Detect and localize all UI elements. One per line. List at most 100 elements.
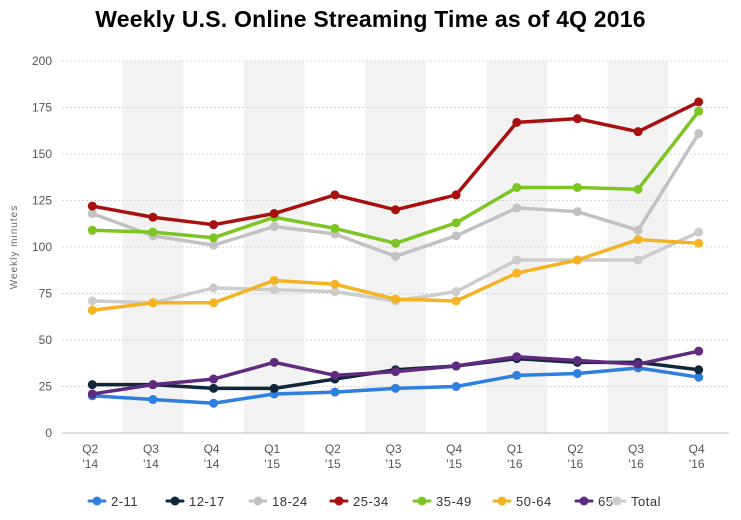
data-point [633, 255, 643, 265]
data-point [269, 383, 279, 393]
series-35-49 [87, 106, 704, 248]
data-point [209, 383, 219, 393]
data-point [694, 365, 704, 375]
data-point [633, 359, 643, 369]
data-point [451, 382, 461, 391]
data-point [87, 201, 97, 211]
x-tick-label: '14 [204, 457, 220, 471]
legend-swatch-marker [334, 496, 344, 506]
legend-swatch-marker [612, 496, 622, 506]
legend-swatch-marker [417, 496, 427, 506]
data-point [330, 279, 340, 289]
x-tick-label: Q3 [143, 442, 159, 456]
x-tick-label: Q3 [385, 442, 401, 456]
data-point [451, 218, 461, 228]
data-point [633, 184, 643, 194]
data-point [694, 372, 704, 382]
data-point [269, 357, 279, 367]
data-point [572, 114, 582, 124]
x-tick-label: '15 [325, 457, 341, 471]
legend-label: 18-24 [272, 494, 308, 509]
data-point [391, 294, 400, 304]
legend-item: 50-64 [492, 494, 552, 509]
legend-item: 18-24 [248, 494, 308, 509]
y-tick-label: 75 [39, 287, 53, 301]
data-point [572, 355, 582, 365]
data-point [209, 220, 219, 230]
y-tick-label: 175 [32, 101, 52, 115]
data-point [330, 190, 340, 200]
legend-item: 35-49 [412, 494, 472, 509]
legend-item: 25-34 [329, 494, 388, 509]
data-point [269, 222, 279, 232]
data-point [633, 235, 643, 245]
data-point [209, 233, 219, 243]
data-point [269, 209, 279, 219]
series-65- [87, 346, 704, 399]
x-tick-label: '15 [264, 457, 280, 471]
data-point [512, 370, 522, 380]
data-point [694, 97, 704, 107]
x-tick-label: '14 [143, 457, 159, 471]
data-point [209, 240, 219, 250]
data-point [694, 227, 704, 237]
data-point [87, 225, 97, 235]
data-point [391, 251, 400, 261]
x-tick-label: Q4 [446, 442, 462, 456]
x-tick-label: '14 [82, 457, 98, 471]
column-band [122, 61, 184, 433]
data-point [87, 296, 97, 306]
data-point [330, 370, 340, 380]
y-tick-label: 0 [45, 426, 52, 440]
x-tick-label: Q2 [82, 442, 98, 456]
y-tick-label: 50 [39, 333, 53, 347]
y-tick-label: 150 [32, 147, 52, 161]
data-point [694, 129, 704, 139]
x-tick-label: '16 [628, 457, 644, 471]
data-point [451, 296, 461, 306]
data-point [694, 106, 704, 116]
data-point [451, 361, 461, 371]
data-point [148, 380, 158, 390]
data-point [148, 227, 158, 237]
data-point [633, 127, 643, 137]
data-point [451, 190, 461, 200]
series-25-34 [87, 97, 704, 230]
legend-label: 35-49 [436, 494, 472, 509]
data-point [512, 203, 522, 213]
data-point [512, 117, 522, 127]
x-tick-label: '16 [507, 457, 523, 471]
data-point [330, 387, 340, 397]
data-point [209, 283, 219, 293]
y-tick-label: 25 [39, 380, 53, 394]
data-point [148, 298, 158, 308]
data-point [512, 352, 522, 362]
data-point [148, 395, 158, 405]
data-point [512, 268, 522, 278]
data-point [148, 212, 158, 222]
data-point [330, 287, 340, 297]
legend-item: 12-17 [165, 494, 224, 509]
data-point [572, 207, 582, 217]
x-tick-label: '15 [386, 457, 402, 471]
x-tick-label: Q3 [628, 442, 644, 456]
data-point [209, 398, 219, 408]
data-point [451, 231, 461, 241]
legend-swatch-marker [497, 496, 507, 506]
legend-item: Total [607, 494, 660, 509]
data-point [512, 182, 522, 192]
x-tick-label: '16 [568, 457, 584, 471]
data-point [572, 368, 582, 378]
series-50-64 [87, 235, 704, 315]
x-tick-label: '15 [446, 457, 462, 471]
x-tick-label: Q2 [325, 442, 341, 456]
data-point [391, 367, 400, 377]
legend-label: 50-64 [516, 494, 552, 509]
x-tick-label: Q4 [689, 442, 705, 456]
data-point [694, 238, 704, 248]
legend-label: 2-11 [111, 494, 138, 509]
x-tick-label: Q1 [264, 442, 280, 456]
data-point [330, 223, 340, 233]
data-point [87, 209, 97, 219]
data-point [87, 389, 97, 399]
